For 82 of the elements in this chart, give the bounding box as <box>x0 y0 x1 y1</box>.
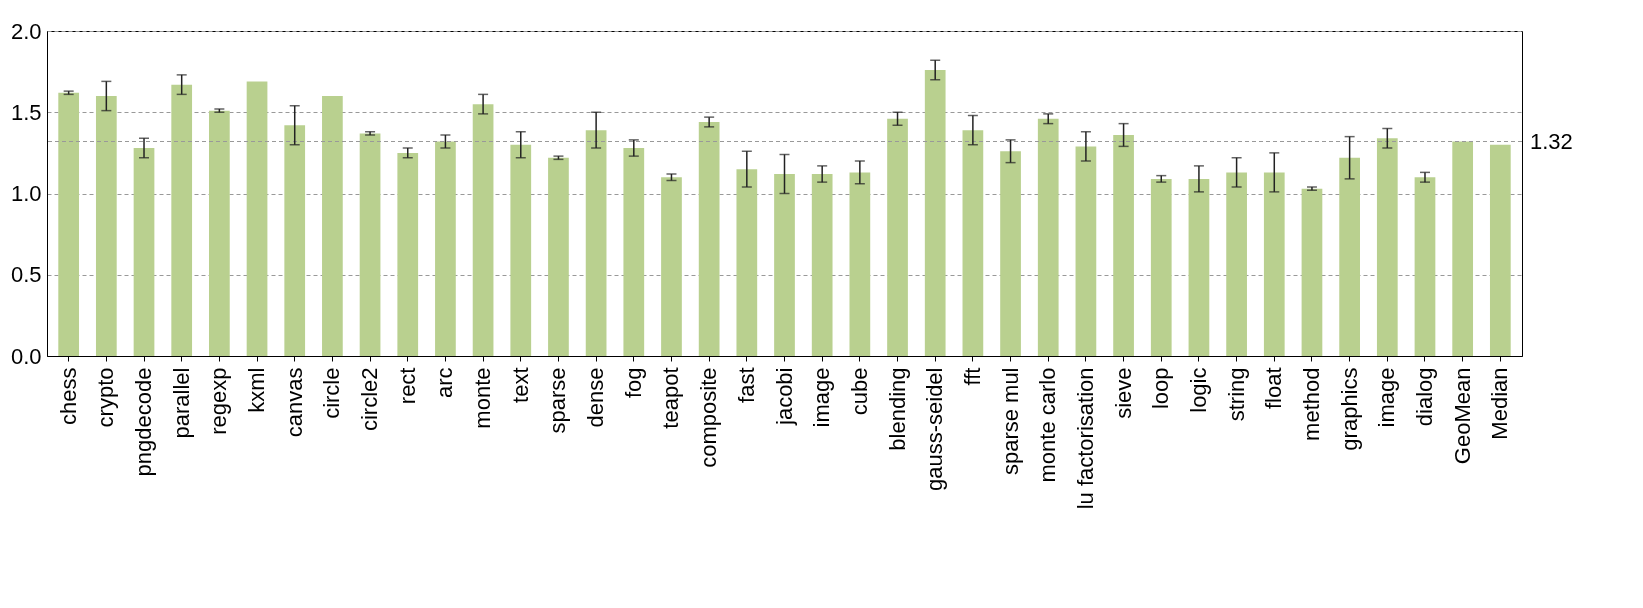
x-tick-label: circle <box>319 367 345 419</box>
bar <box>548 157 569 356</box>
x-tick-label: lu factorisation <box>1072 367 1098 510</box>
bar <box>623 148 645 356</box>
bar <box>322 96 343 356</box>
x-tick-label: parallel <box>168 367 194 439</box>
bar <box>1339 157 1360 356</box>
bar <box>397 152 419 356</box>
x-tick-label: teapot <box>658 367 684 429</box>
x-tick-label: composite <box>696 367 722 468</box>
bar <box>58 92 80 356</box>
x-tick-label: dialog <box>1411 367 1437 427</box>
x-tick-label: monte carlo <box>1035 367 1061 483</box>
bar <box>585 130 607 356</box>
bar <box>698 122 720 356</box>
x-tick-label: cube <box>846 367 872 416</box>
bar <box>1452 141 1474 356</box>
bar <box>209 110 230 356</box>
x-tick-label: fog <box>620 367 646 399</box>
bar <box>1188 178 1210 356</box>
bar <box>1075 146 1097 356</box>
bar <box>1000 151 1021 356</box>
y-tick-label: 2.0 <box>10 18 42 44</box>
x-tick-label: fast <box>733 367 759 403</box>
x-tick-label: method <box>1298 367 1324 441</box>
bar <box>1113 135 1134 356</box>
bar <box>962 130 984 356</box>
bar <box>1376 138 1398 356</box>
y-tick-label: 0.0 <box>10 343 42 369</box>
y-tick-label: 0.5 <box>10 262 42 288</box>
bar <box>435 141 456 356</box>
bar <box>774 174 795 356</box>
x-tick-label: kxml <box>244 367 270 413</box>
x-tick-label: blending <box>884 367 910 451</box>
bar <box>887 118 908 356</box>
bar <box>1489 144 1511 356</box>
x-tick-label: dense <box>583 367 609 428</box>
bar <box>849 172 871 356</box>
x-tick-label: logic <box>1185 367 1211 413</box>
bar <box>510 144 532 356</box>
bar <box>1037 118 1059 356</box>
x-tick-label: graphics <box>1336 367 1362 451</box>
x-tick-label: loop <box>1148 367 1174 410</box>
x-tick-label: chess <box>55 367 81 425</box>
y-tick-label: 1.5 <box>10 99 42 125</box>
x-tick-label: canvas <box>281 367 307 438</box>
x-tick-label: Median <box>1487 367 1513 440</box>
x-tick-label: string <box>1223 367 1249 422</box>
bar <box>1301 188 1323 356</box>
bar <box>472 104 494 356</box>
x-tick-label: crypto <box>93 367 119 428</box>
x-tick-label: sieve <box>1110 367 1136 419</box>
x-tick-label: text <box>507 367 533 403</box>
x-tick-label: image <box>1374 367 1400 428</box>
bar <box>284 125 306 356</box>
x-tick-label: float <box>1261 367 1287 410</box>
bar <box>95 96 117 356</box>
x-tick-label: rect <box>394 367 420 405</box>
bar <box>359 133 381 356</box>
bar <box>1414 177 1436 356</box>
bar <box>811 174 833 356</box>
bar <box>1226 172 1247 356</box>
bar <box>171 84 193 356</box>
bar <box>246 81 268 356</box>
bar <box>133 148 155 356</box>
x-tick-label: gauss-seidel <box>922 367 948 492</box>
x-tick-label: circle2 <box>357 367 383 432</box>
x-tick-label: pngdecode <box>131 367 157 477</box>
bar <box>736 169 758 356</box>
x-tick-label: fft <box>959 367 985 386</box>
x-tick-label: regexp <box>206 367 232 435</box>
x-tick-label: arc <box>432 367 458 399</box>
x-tick-label: GeoMean <box>1449 367 1475 465</box>
x-tick-label: sparse <box>545 367 571 434</box>
bar <box>924 70 946 356</box>
ref-line-label: 1.32 <box>1530 128 1573 154</box>
x-tick-label: image <box>809 367 835 428</box>
x-tick-label: jacobi <box>771 367 797 426</box>
x-tick-label: sparse mul <box>997 367 1023 476</box>
y-tick-label: 1.0 <box>10 181 42 206</box>
bar <box>1263 172 1285 356</box>
x-tick-label: monte <box>470 367 496 429</box>
